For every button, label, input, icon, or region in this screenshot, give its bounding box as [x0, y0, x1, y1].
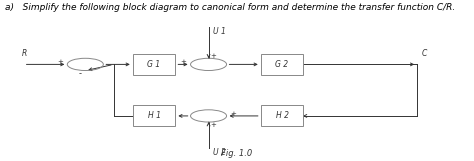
Text: H 1: H 1 [147, 111, 161, 120]
Text: +: + [210, 53, 216, 59]
Text: Fig. 1.0: Fig. 1.0 [221, 149, 253, 158]
Text: G 1: G 1 [147, 60, 161, 69]
Text: +: + [57, 59, 63, 65]
Text: a)   Simplify the following block diagram to canonical form and determine the tr: a) Simplify the following block diagram … [5, 3, 455, 12]
Text: G 2: G 2 [275, 60, 289, 69]
FancyBboxPatch shape [261, 105, 303, 126]
FancyBboxPatch shape [261, 54, 303, 75]
Text: +: + [181, 59, 186, 65]
Text: C: C [422, 49, 427, 58]
FancyBboxPatch shape [133, 105, 175, 126]
Text: +: + [231, 110, 237, 117]
Text: -: - [79, 69, 82, 78]
Text: +: + [210, 122, 216, 128]
Text: R: R [21, 49, 27, 58]
Text: U 1: U 1 [213, 27, 226, 36]
Text: H 2: H 2 [275, 111, 289, 120]
Text: U 2: U 2 [213, 148, 226, 157]
FancyBboxPatch shape [133, 54, 175, 75]
